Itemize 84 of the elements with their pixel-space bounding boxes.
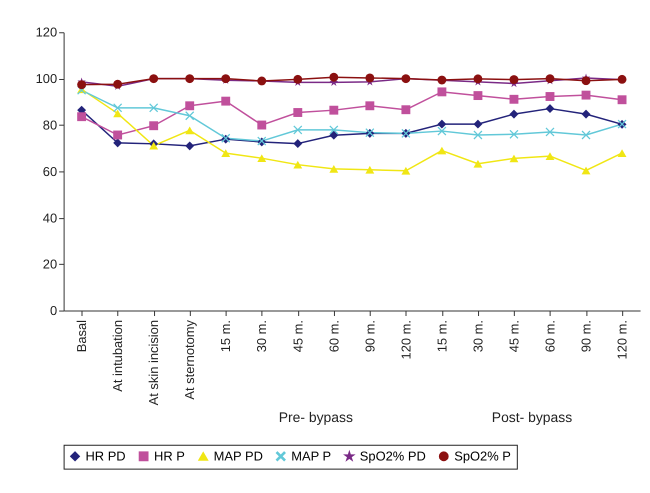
y-tick-label: 60: [42, 164, 58, 179]
point: [365, 101, 374, 110]
point: [257, 120, 266, 130]
y-tick-label: 120: [36, 24, 58, 40]
point: [618, 149, 626, 157]
point: [546, 92, 554, 101]
point: [510, 130, 518, 139]
legend-label: HR PD: [85, 448, 126, 464]
x-tick-label: 90 m.: [362, 320, 378, 352]
point: [510, 110, 518, 119]
point: [546, 152, 554, 160]
point: [510, 75, 518, 84]
x-tick-label: 30 m.: [254, 320, 270, 352]
x-tick-label: At sternotomy: [182, 319, 198, 400]
x-tick-label: At skin incision: [146, 320, 162, 406]
point: [113, 103, 122, 112]
point: [473, 120, 482, 129]
point: [437, 120, 446, 129]
point: [113, 138, 122, 148]
x-tick-label: 90 m.: [578, 320, 594, 352]
x-tick-label: 15 m.: [218, 320, 234, 352]
y-tick-label: 40: [42, 210, 58, 226]
point: [473, 160, 482, 168]
point: [257, 154, 266, 162]
point: [618, 95, 626, 104]
x-tick-label: 45 m.: [290, 320, 306, 352]
point: [329, 130, 338, 140]
x-tick-label: At intubation: [110, 320, 126, 392]
point: [293, 139, 302, 148]
point: [546, 104, 554, 114]
point: [473, 74, 482, 84]
point: [582, 166, 590, 174]
point: [293, 74, 302, 84]
point: [293, 108, 302, 117]
y-tick-label: 20: [42, 256, 58, 272]
legend-label: SpO2% PD: [360, 448, 426, 464]
y-tick-label: 80: [42, 118, 58, 132]
point: [293, 160, 302, 169]
point: [77, 80, 86, 90]
point: [582, 110, 590, 119]
point: [329, 165, 338, 173]
y-tick-label: 100: [36, 71, 58, 86]
x-tick-label: 120 m.: [614, 320, 630, 360]
point: [437, 126, 446, 136]
point: [185, 126, 194, 134]
point: [77, 112, 86, 122]
point: [113, 110, 122, 118]
point: [510, 154, 518, 162]
point: [149, 121, 158, 130]
x-tick-label: Basal: [74, 320, 90, 352]
x-tick-label: 60 m.: [542, 320, 558, 352]
text: Post- bypass: [492, 408, 572, 425]
point: [437, 146, 446, 154]
point: [185, 101, 194, 110]
x-tick-label: 120 m.: [398, 320, 414, 360]
point: [149, 142, 158, 150]
point: [582, 90, 590, 100]
point: [401, 166, 410, 175]
point: [510, 94, 518, 104]
point: [329, 125, 338, 134]
x-tick-label: 30 m.: [470, 320, 486, 352]
text: Pre- bypass: [278, 408, 353, 425]
point: [149, 103, 158, 112]
x-tick-label: 45 m.: [506, 320, 522, 352]
point: [473, 91, 482, 100]
point: [437, 87, 446, 96]
point: [329, 72, 338, 82]
point: [329, 106, 338, 115]
point: [582, 76, 590, 86]
point: [401, 105, 410, 114]
legend-label: MAP P: [291, 448, 332, 464]
point: [185, 141, 194, 150]
point: [365, 166, 374, 174]
y-tick-label: 0: [50, 303, 58, 318]
point: [113, 130, 122, 140]
legend-label: HR P: [154, 448, 185, 464]
legend-label: SpO2% P: [454, 448, 511, 464]
x-tick-label: 15 m.: [434, 320, 450, 352]
point: [365, 74, 374, 82]
legend-label: MAP PD: [214, 448, 263, 464]
point: [221, 96, 230, 106]
point: [221, 149, 230, 157]
x-tick-label: 60 m.: [326, 320, 342, 352]
point: [293, 125, 302, 134]
